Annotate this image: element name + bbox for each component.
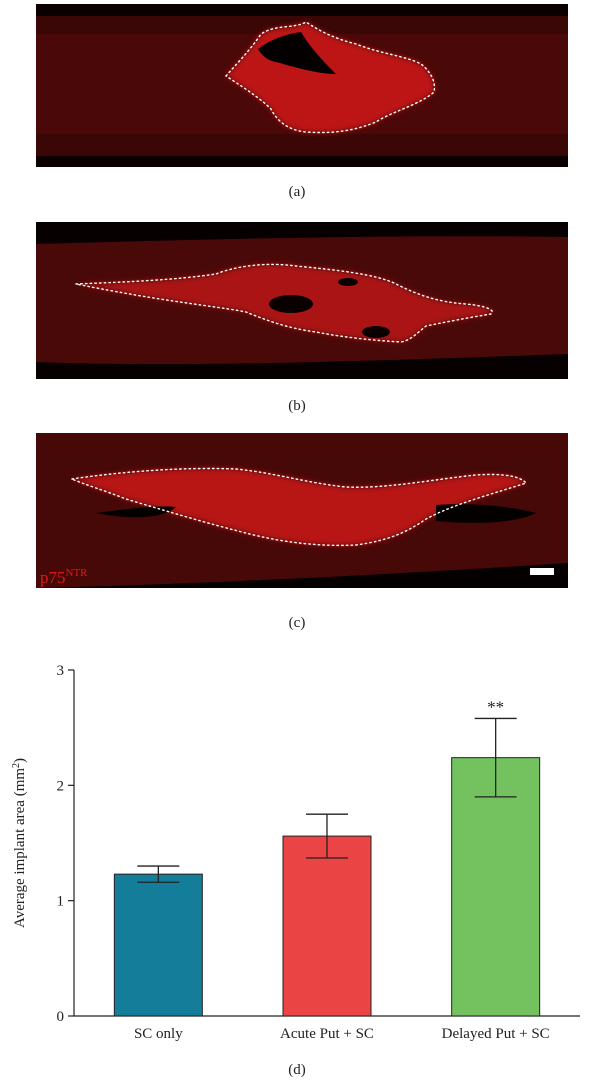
panel-a-image <box>36 4 568 167</box>
stain-label: p75NTR <box>40 567 88 588</box>
y-axis-label: Average implant area (mm2) <box>11 758 29 928</box>
stain-text: p75 <box>40 568 66 587</box>
y-tick-label: 3 <box>57 663 65 679</box>
x-tick-label: SC only <box>134 1026 183 1042</box>
x-tick-label: Delayed Put + SC <box>442 1026 550 1042</box>
x-tick-label: Acute Put + SC <box>280 1026 374 1042</box>
bar <box>451 757 541 1017</box>
stain-superscript: NTR <box>65 567 88 579</box>
scale-bar <box>530 568 554 575</box>
significance-label: ** <box>487 697 504 716</box>
bar-chart: 0 1 2 3 Average implant area (mm2) SC only Acu… <box>11 663 580 1042</box>
panel-b-label: (b) <box>288 398 306 414</box>
y-tick-label: 0 <box>57 1009 65 1025</box>
panel-c-image: p75NTR <box>36 433 568 588</box>
y-tick-label: 2 <box>57 778 65 794</box>
bar <box>113 873 203 1017</box>
bar <box>282 835 372 1017</box>
panel-d-label: (d) <box>288 1062 306 1078</box>
panel-a-label: (a) <box>288 184 306 200</box>
panel-b-image <box>36 222 568 379</box>
panel-c-label: (c) <box>288 615 306 631</box>
y-tick-label: 1 <box>57 894 65 910</box>
